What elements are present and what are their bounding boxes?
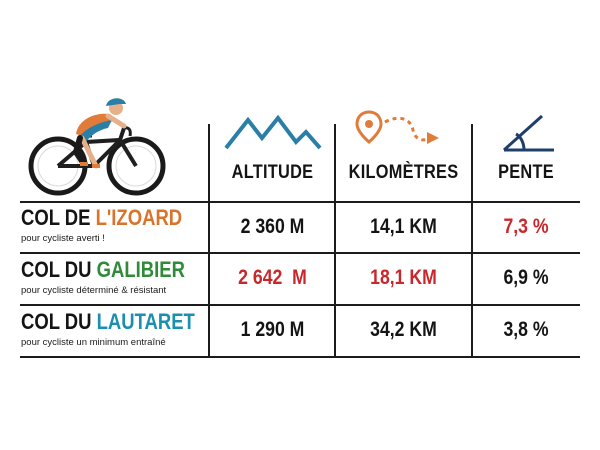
row-subtitle: pour cycliste averti ! xyxy=(21,233,105,244)
row-title-name: L'IZOARD xyxy=(95,205,183,230)
pente-value: 3,8 % xyxy=(503,318,549,341)
cyclist-icon xyxy=(28,98,166,196)
row-divider xyxy=(20,304,580,306)
row-title-prefix: COL DU xyxy=(21,257,97,282)
row-title-galibier: COL DU GALIBIER xyxy=(21,258,189,282)
pente-value: 6,9 % xyxy=(503,266,549,289)
pente-value: 7,3 % xyxy=(503,215,549,238)
kilometres-value: 18,1 KM xyxy=(370,266,437,289)
row-title-prefix: COL DU xyxy=(21,309,97,334)
slope-angle-icon xyxy=(502,114,554,152)
row-title-lautaret: COL DU LAUTARET xyxy=(21,309,195,334)
route-pin-icon xyxy=(355,110,439,144)
row-title-prefix: COL DE xyxy=(21,205,96,230)
header-pente: PENTE xyxy=(498,162,554,183)
row-title-name: LAUTARET xyxy=(96,309,195,334)
row-divider xyxy=(20,201,580,203)
row-title-izoard: COL DE L'IZOARD xyxy=(21,206,189,230)
altitude-value: 2 642 M xyxy=(238,266,307,289)
header-altitude: ALTITUDE xyxy=(231,162,314,183)
row-subtitle: pour cycliste déterminé & résistant xyxy=(21,285,167,296)
row-subtitle: pour cycliste un minimum entraîné xyxy=(21,337,166,348)
kilometres-value: 34,2 KM xyxy=(370,318,437,341)
row-divider xyxy=(20,252,580,254)
column-divider xyxy=(208,124,210,358)
kilometres-value: 14,1 KM xyxy=(370,215,437,238)
row-title-name: GALIBIER xyxy=(96,257,185,282)
altitude-value: 2 360 M xyxy=(240,215,305,238)
row-divider xyxy=(20,356,580,358)
mountain-icon xyxy=(224,114,322,150)
altitude-value: 1 290 M xyxy=(240,318,305,341)
header-kilometres: KILOMÈTRES xyxy=(348,162,459,183)
column-divider xyxy=(334,124,336,358)
column-divider xyxy=(471,124,473,358)
